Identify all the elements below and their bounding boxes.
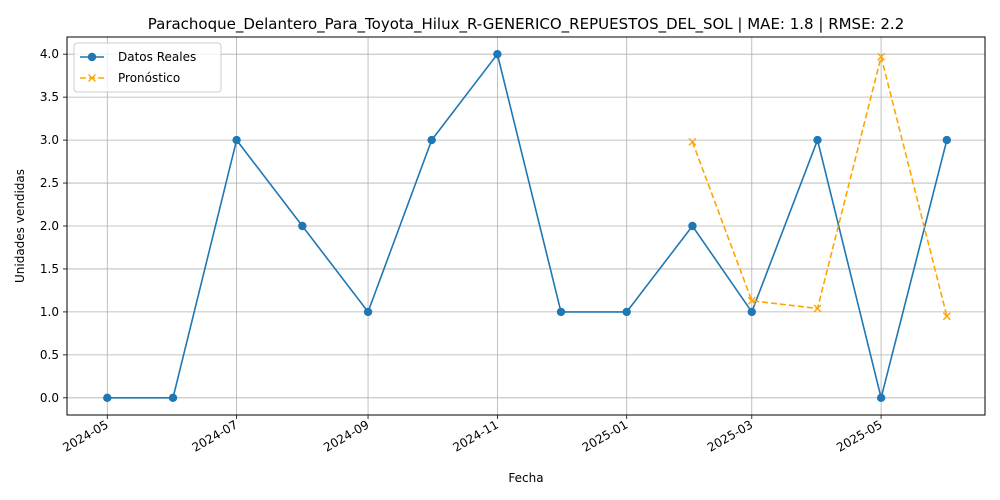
data-point-forecast	[877, 52, 886, 61]
y-tick-label: 2.5	[40, 176, 59, 190]
data-point-real	[813, 135, 822, 145]
data-point-real	[298, 221, 307, 231]
y-axis: 0.0 0.5 1.0 1.5 2.0 2.5 3.0 3.5 4.0	[40, 47, 67, 405]
y-tick-label: 3.5	[40, 90, 59, 104]
data-point-real	[622, 307, 631, 317]
data-point-real	[493, 49, 502, 59]
data-point-real	[232, 135, 241, 145]
y-tick-label: 1.5	[40, 262, 59, 276]
data-point-real	[168, 393, 178, 403]
data-point-real	[876, 393, 886, 403]
x-axis-label: Fecha	[508, 471, 543, 485]
chart-title: Parachoque_Delantero_Para_Toyota_Hilux_R…	[148, 15, 904, 34]
data-point-real	[747, 307, 756, 317]
data-point-forecast	[688, 137, 697, 146]
data-point-real	[556, 307, 566, 317]
y-tick-label: 3.0	[40, 133, 59, 147]
data-point-forecast	[747, 296, 756, 305]
series-group	[103, 49, 952, 403]
y-tick-label: 0.0	[40, 391, 59, 405]
data-point-forecast	[813, 304, 822, 313]
legend-forecast-marker	[88, 74, 96, 82]
series-line-datos-reales	[107, 52, 948, 399]
data-point-real	[103, 393, 112, 403]
legend-real-label: Datos Reales	[118, 50, 196, 64]
y-tick-label: 4.0	[40, 47, 59, 61]
legend-real-marker	[87, 52, 97, 62]
legend-forecast-label: Pronóstico	[118, 71, 180, 85]
legend: Datos Reales Pronóstico	[73, 42, 222, 93]
grid-lines	[67, 37, 985, 415]
data-point-forecast	[942, 312, 951, 321]
y-axis-label: Unidades vendidas	[13, 169, 27, 283]
data-point-real	[363, 307, 373, 317]
legend-box	[73, 42, 222, 93]
y-tick-label: 0.5	[40, 348, 59, 362]
data-point-real	[942, 135, 952, 145]
data-point-real	[427, 135, 436, 145]
data-point-real	[688, 221, 697, 231]
y-tick-label: 2.0	[40, 219, 59, 233]
y-tick-label: 1.0	[40, 305, 59, 319]
